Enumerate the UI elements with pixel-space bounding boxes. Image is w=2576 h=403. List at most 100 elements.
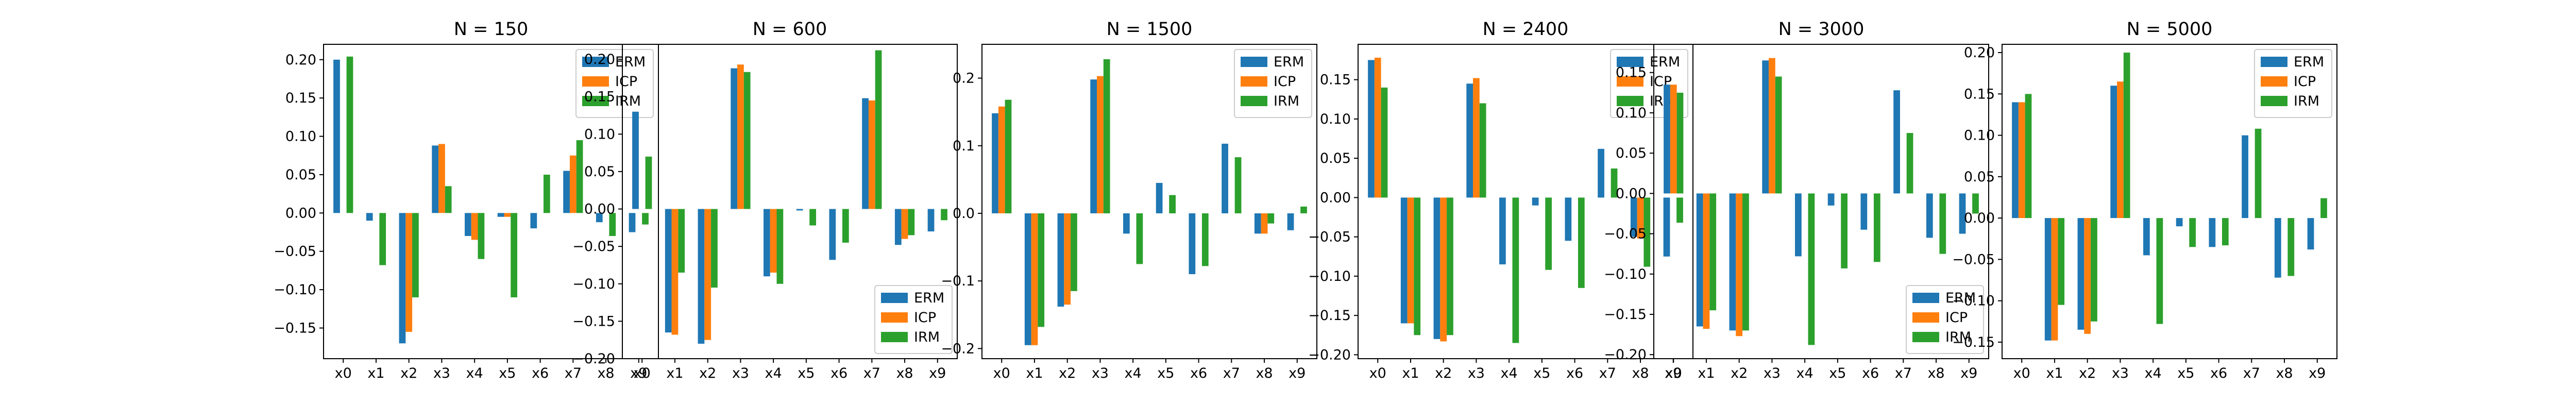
bar-erm-x5 <box>1156 182 1163 213</box>
bar-erm-x5 <box>2176 218 2183 227</box>
bar-irm-x1 <box>379 213 386 265</box>
x-tick-label: x5 <box>1157 365 1174 381</box>
y-tick-label: 0.05 <box>584 164 615 180</box>
bar-icp-x1 <box>1031 213 1038 345</box>
legend-label-erm: ERM <box>1945 290 1976 306</box>
y-tick-label: 0.1 <box>953 138 975 154</box>
x-tick-label: x1 <box>367 365 384 381</box>
x-tick-label: x9 <box>2309 365 2326 381</box>
bar-erm-x3 <box>432 145 439 213</box>
bar-irm-x6 <box>543 174 550 213</box>
bar-erm-x0 <box>2012 102 2019 219</box>
x-tick-label: x6 <box>532 365 549 381</box>
chart-panel-1: N = 600 −0.20 −0.15 −0.10 −0.05 0.00 0.05 0.10 0… <box>572 19 958 381</box>
bar-irm-x5 <box>1169 195 1176 213</box>
x-tick-label: x6 <box>831 365 848 381</box>
bar-icp-x3 <box>737 64 744 209</box>
bar-irm-x3 <box>1479 103 1486 198</box>
y-tick-label: −0.2 <box>941 341 975 357</box>
y-tick-label: 0.15 <box>1616 65 1647 81</box>
bar-icp-x0 <box>998 106 1005 213</box>
bar-erm-x9 <box>2307 218 2314 250</box>
y-tick-label: −0.05 <box>572 239 615 255</box>
x-tick-label: x8 <box>597 365 614 381</box>
y-tick-label: −0.05 <box>274 244 316 260</box>
x-tick-label: x1 <box>1402 365 1419 381</box>
x-tick-label: x7 <box>1895 365 1912 381</box>
bar-erm-x0 <box>333 59 340 213</box>
y-tick-label: 0.05 <box>1964 169 1995 185</box>
chart-panel-0: N = 150 −0.15 −0.10 −0.05 0.00 0.05 0.10 0.15 0.… <box>274 19 659 381</box>
x-tick-label: x9 <box>1960 365 1977 381</box>
legend-swatch-icp <box>881 312 908 323</box>
bar-erm-x3 <box>1090 79 1097 213</box>
x-tick-label: x5 <box>499 365 516 381</box>
y-tick-label: 0.05 <box>1616 145 1647 161</box>
legend-label-icp: ICP <box>914 310 936 326</box>
bar-erm-x2 <box>399 213 406 344</box>
legend-swatch-erm <box>1241 57 1267 67</box>
bar-irm-x5 <box>1841 193 1848 268</box>
bar-erm-x3 <box>2110 86 2117 219</box>
x-tick-label: x9 <box>1665 365 1682 381</box>
bar-irm-x2 <box>711 209 718 288</box>
bar-erm-x1 <box>665 209 672 333</box>
x-tick-label: x8 <box>1927 365 1944 381</box>
chart-panel-5: N = 5000 −0.15 −0.10 −0.05 0.00 0.05 0.10 0.15 0… <box>1952 19 2337 381</box>
x-tick-label: x5 <box>1533 365 1550 381</box>
legend-swatch-irm <box>1241 96 1267 106</box>
bar-irm-x9 <box>941 209 947 221</box>
x-tick-label: x0 <box>1369 365 1386 381</box>
bar-icp-x4 <box>471 213 478 240</box>
x-tick-label: x3 <box>732 365 749 381</box>
x-tick-label: x3 <box>433 365 450 381</box>
legend-swatch-irm <box>2261 96 2287 106</box>
legend-label-irm: IRM <box>1274 93 1299 109</box>
x-tick-label: x7 <box>1223 365 1240 381</box>
y-tick-label: −0.20 <box>1308 347 1351 363</box>
bar-erm-x1 <box>2044 218 2052 341</box>
bar-erm-x6 <box>2209 218 2216 247</box>
bar-irm-x7 <box>576 140 583 213</box>
legend-label-irm: IRM <box>2294 93 2319 109</box>
chart-panel-3: N = 2400 −0.20 −0.15 −0.10 −0.05 0.00 0.05 0.10… <box>1308 19 1693 381</box>
legend-swatch-icp <box>1617 76 1643 87</box>
legend-label-icp: ICP <box>1945 310 1968 326</box>
bar-irm-x3 <box>445 186 452 213</box>
bar-icp-x2 <box>405 213 413 332</box>
x-tick-label: x6 <box>1190 365 1207 381</box>
y-tick-label: −0.1 <box>941 273 975 289</box>
legend: ERM ICP IRM <box>575 49 654 118</box>
bar-icp-x4 <box>770 209 777 273</box>
x-tick-label: x7 <box>863 365 880 381</box>
y-tick-label: −0.10 <box>1308 268 1351 284</box>
bar-erm-x4 <box>465 213 471 236</box>
x-tick-label: x1 <box>1026 365 1043 381</box>
bar-irm-x8 <box>609 213 616 236</box>
bar-icp-x0 <box>2018 102 2025 219</box>
bar-erm-x8 <box>1254 213 1261 234</box>
bar-irm-x6 <box>1578 197 1585 288</box>
y-tick-label: 0.00 <box>584 202 615 217</box>
bar-icp-x3 <box>1097 76 1104 213</box>
bar-irm-x4 <box>478 213 485 259</box>
bar-irm-x4 <box>1512 197 1519 343</box>
bar-irm-x9 <box>642 213 649 225</box>
bar-erm-x9 <box>629 213 636 232</box>
bar-erm-x9 <box>927 209 935 232</box>
bar-erm-x0 <box>632 111 639 209</box>
x-tick-label: x2 <box>1731 365 1748 381</box>
bar-irm-x9 <box>1676 197 1683 223</box>
bar-erm-x4 <box>764 209 770 277</box>
y-tick-label: −0.20 <box>1604 347 1647 363</box>
y-tick-label: 0.00 <box>1616 186 1647 202</box>
x-tick-label: x4 <box>765 365 782 381</box>
legend-label-erm: ERM <box>1274 54 1304 70</box>
legend-swatch-irm <box>1617 96 1643 106</box>
bar-icp-x2 <box>1064 213 1071 305</box>
x-tick-label: x8 <box>1632 365 1649 381</box>
bar-erm-x8 <box>2274 218 2281 278</box>
bar-erm-x8 <box>596 213 603 223</box>
bar-irm-x2 <box>412 213 419 297</box>
bar-erm-x7 <box>1598 148 1604 198</box>
